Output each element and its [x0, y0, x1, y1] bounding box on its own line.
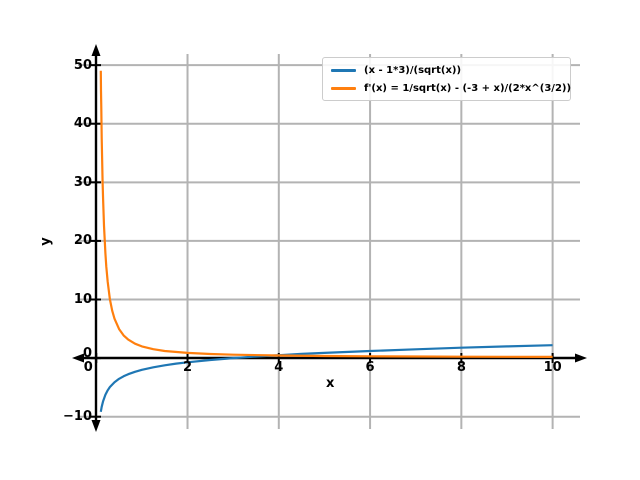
- x-axis-right-arrowhead: [575, 353, 587, 363]
- legend-box: (x - 1*3)/(sqrt(x)) f'(x) = 1/sqrt(x) - …: [322, 57, 571, 101]
- x-tick-label: 2: [182, 360, 193, 375]
- x-tick-label: 6: [365, 360, 375, 375]
- x-tick-label: 10: [543, 360, 562, 375]
- x-tick-label: 0: [83, 360, 93, 375]
- y-axis-top-arrowhead: [91, 44, 101, 56]
- legend-entry-fprime: f'(x) = 1/sqrt(x) - (-3 + x)/(2*x^(3/2)): [331, 79, 571, 97]
- legend-label-fprime: f'(x) = 1/sqrt(x) - (-3 + x)/(2*x^(3/2)): [364, 82, 572, 94]
- axes: [72, 44, 587, 432]
- legend-label-f: (x - 1*3)/(sqrt(x)): [364, 64, 462, 76]
- y-tick-label: 20: [73, 233, 92, 249]
- y-tick-label: 30: [73, 174, 92, 190]
- legend-line-swatch-blue: [331, 68, 356, 72]
- y-tick-label: 10: [73, 292, 92, 307]
- legend-line-swatch-orange: [331, 86, 356, 90]
- x-axis-left-arrowhead: [72, 353, 84, 363]
- curve-f: [99, 344, 553, 412]
- curves: [99, 70, 553, 412]
- y-tick-label: −10: [63, 409, 92, 425]
- x-tick-label: 8: [456, 360, 466, 375]
- tick-marks: [91, 64, 554, 418]
- x-axis-label: x: [326, 376, 335, 391]
- gridlines: [78, 54, 580, 429]
- x-tick-label: 4: [274, 360, 284, 375]
- y-tick-label: 40: [73, 116, 92, 132]
- y-axis-bottom-arrowhead: [91, 420, 101, 432]
- y-tick-label: 0: [82, 345, 92, 361]
- y-tick-label: 50: [73, 57, 92, 73]
- curve-f-prime: [99, 70, 553, 358]
- y-axis-label: y: [38, 237, 54, 246]
- legend-entry-f: (x - 1*3)/(sqrt(x)): [331, 61, 564, 79]
